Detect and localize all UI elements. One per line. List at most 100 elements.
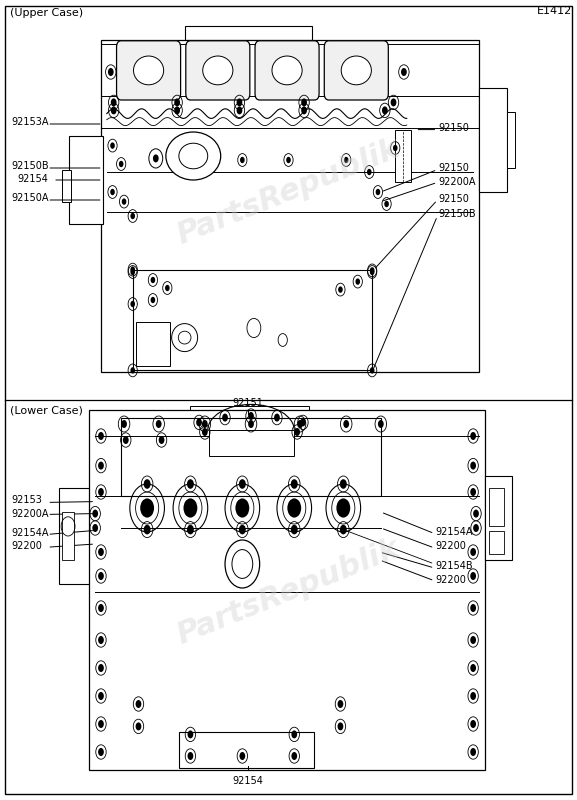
FancyBboxPatch shape — [489, 531, 504, 554]
Circle shape — [291, 525, 298, 534]
Text: 92150A: 92150A — [12, 194, 49, 203]
Circle shape — [378, 420, 384, 428]
FancyBboxPatch shape — [69, 136, 103, 224]
Circle shape — [338, 286, 343, 293]
Circle shape — [237, 106, 242, 114]
Circle shape — [287, 498, 301, 518]
FancyBboxPatch shape — [489, 488, 504, 526]
Circle shape — [391, 98, 396, 106]
Circle shape — [108, 68, 114, 76]
Circle shape — [370, 267, 374, 274]
Circle shape — [248, 420, 254, 428]
FancyBboxPatch shape — [5, 6, 572, 794]
Circle shape — [367, 169, 372, 175]
Ellipse shape — [272, 56, 302, 85]
Circle shape — [151, 277, 155, 283]
Circle shape — [136, 722, 141, 730]
Circle shape — [110, 189, 115, 195]
FancyBboxPatch shape — [89, 410, 485, 770]
Circle shape — [130, 269, 135, 275]
FancyBboxPatch shape — [485, 476, 512, 560]
FancyBboxPatch shape — [507, 112, 515, 168]
Circle shape — [98, 432, 104, 440]
Ellipse shape — [203, 56, 233, 85]
Circle shape — [98, 462, 104, 470]
Circle shape — [301, 106, 307, 114]
FancyBboxPatch shape — [121, 418, 381, 496]
Circle shape — [92, 524, 98, 532]
Text: (Lower Case): (Lower Case) — [10, 406, 83, 416]
Circle shape — [130, 367, 135, 374]
Text: 92153A: 92153A — [12, 118, 49, 127]
FancyBboxPatch shape — [179, 732, 314, 768]
Circle shape — [248, 412, 254, 420]
Circle shape — [393, 145, 398, 151]
Circle shape — [187, 525, 194, 534]
Ellipse shape — [178, 331, 191, 344]
Circle shape — [111, 98, 117, 106]
Ellipse shape — [341, 56, 372, 85]
Circle shape — [237, 98, 242, 106]
Circle shape — [130, 213, 135, 219]
Circle shape — [291, 479, 298, 489]
Circle shape — [300, 418, 306, 426]
Text: 92200: 92200 — [436, 575, 467, 585]
FancyBboxPatch shape — [209, 430, 294, 456]
Circle shape — [92, 510, 98, 518]
Circle shape — [240, 157, 245, 163]
Circle shape — [98, 604, 104, 612]
Circle shape — [156, 420, 162, 428]
FancyBboxPatch shape — [190, 406, 309, 414]
Text: PartsRepublik: PartsRepublik — [173, 534, 404, 650]
Circle shape — [470, 664, 476, 672]
Circle shape — [144, 479, 151, 489]
Circle shape — [239, 752, 245, 760]
Circle shape — [159, 436, 164, 444]
FancyBboxPatch shape — [186, 41, 250, 100]
Circle shape — [470, 748, 476, 756]
FancyBboxPatch shape — [59, 488, 91, 584]
Circle shape — [144, 525, 151, 534]
Circle shape — [470, 462, 476, 470]
Circle shape — [98, 692, 104, 700]
Circle shape — [470, 572, 476, 580]
Text: 92200: 92200 — [436, 541, 467, 550]
FancyBboxPatch shape — [185, 26, 312, 40]
Circle shape — [188, 730, 193, 738]
FancyBboxPatch shape — [255, 41, 319, 100]
Circle shape — [202, 428, 208, 436]
Ellipse shape — [166, 132, 220, 180]
Circle shape — [98, 548, 104, 556]
Text: 92200A: 92200A — [439, 178, 476, 187]
Circle shape — [470, 692, 476, 700]
Circle shape — [286, 157, 291, 163]
Circle shape — [110, 142, 115, 149]
Circle shape — [336, 498, 350, 518]
Circle shape — [473, 524, 479, 532]
Text: 92154A: 92154A — [12, 528, 49, 538]
Circle shape — [183, 498, 197, 518]
Text: 92154: 92154 — [233, 776, 264, 786]
Circle shape — [187, 479, 194, 489]
Circle shape — [370, 367, 374, 374]
Circle shape — [196, 418, 202, 426]
Circle shape — [153, 154, 159, 162]
Circle shape — [123, 436, 129, 444]
FancyBboxPatch shape — [101, 40, 479, 372]
Text: 92150B: 92150B — [439, 210, 476, 219]
Circle shape — [274, 414, 280, 422]
Circle shape — [355, 278, 360, 285]
Circle shape — [401, 68, 407, 76]
Circle shape — [130, 266, 135, 273]
Circle shape — [344, 157, 349, 163]
Circle shape — [470, 432, 476, 440]
Text: 92200: 92200 — [12, 541, 43, 550]
Circle shape — [384, 201, 389, 207]
Circle shape — [382, 106, 388, 114]
Circle shape — [98, 720, 104, 728]
FancyBboxPatch shape — [136, 322, 170, 366]
Circle shape — [291, 730, 297, 738]
Text: 92150: 92150 — [439, 194, 470, 204]
Text: 92154B: 92154B — [436, 562, 473, 571]
Circle shape — [340, 525, 347, 534]
